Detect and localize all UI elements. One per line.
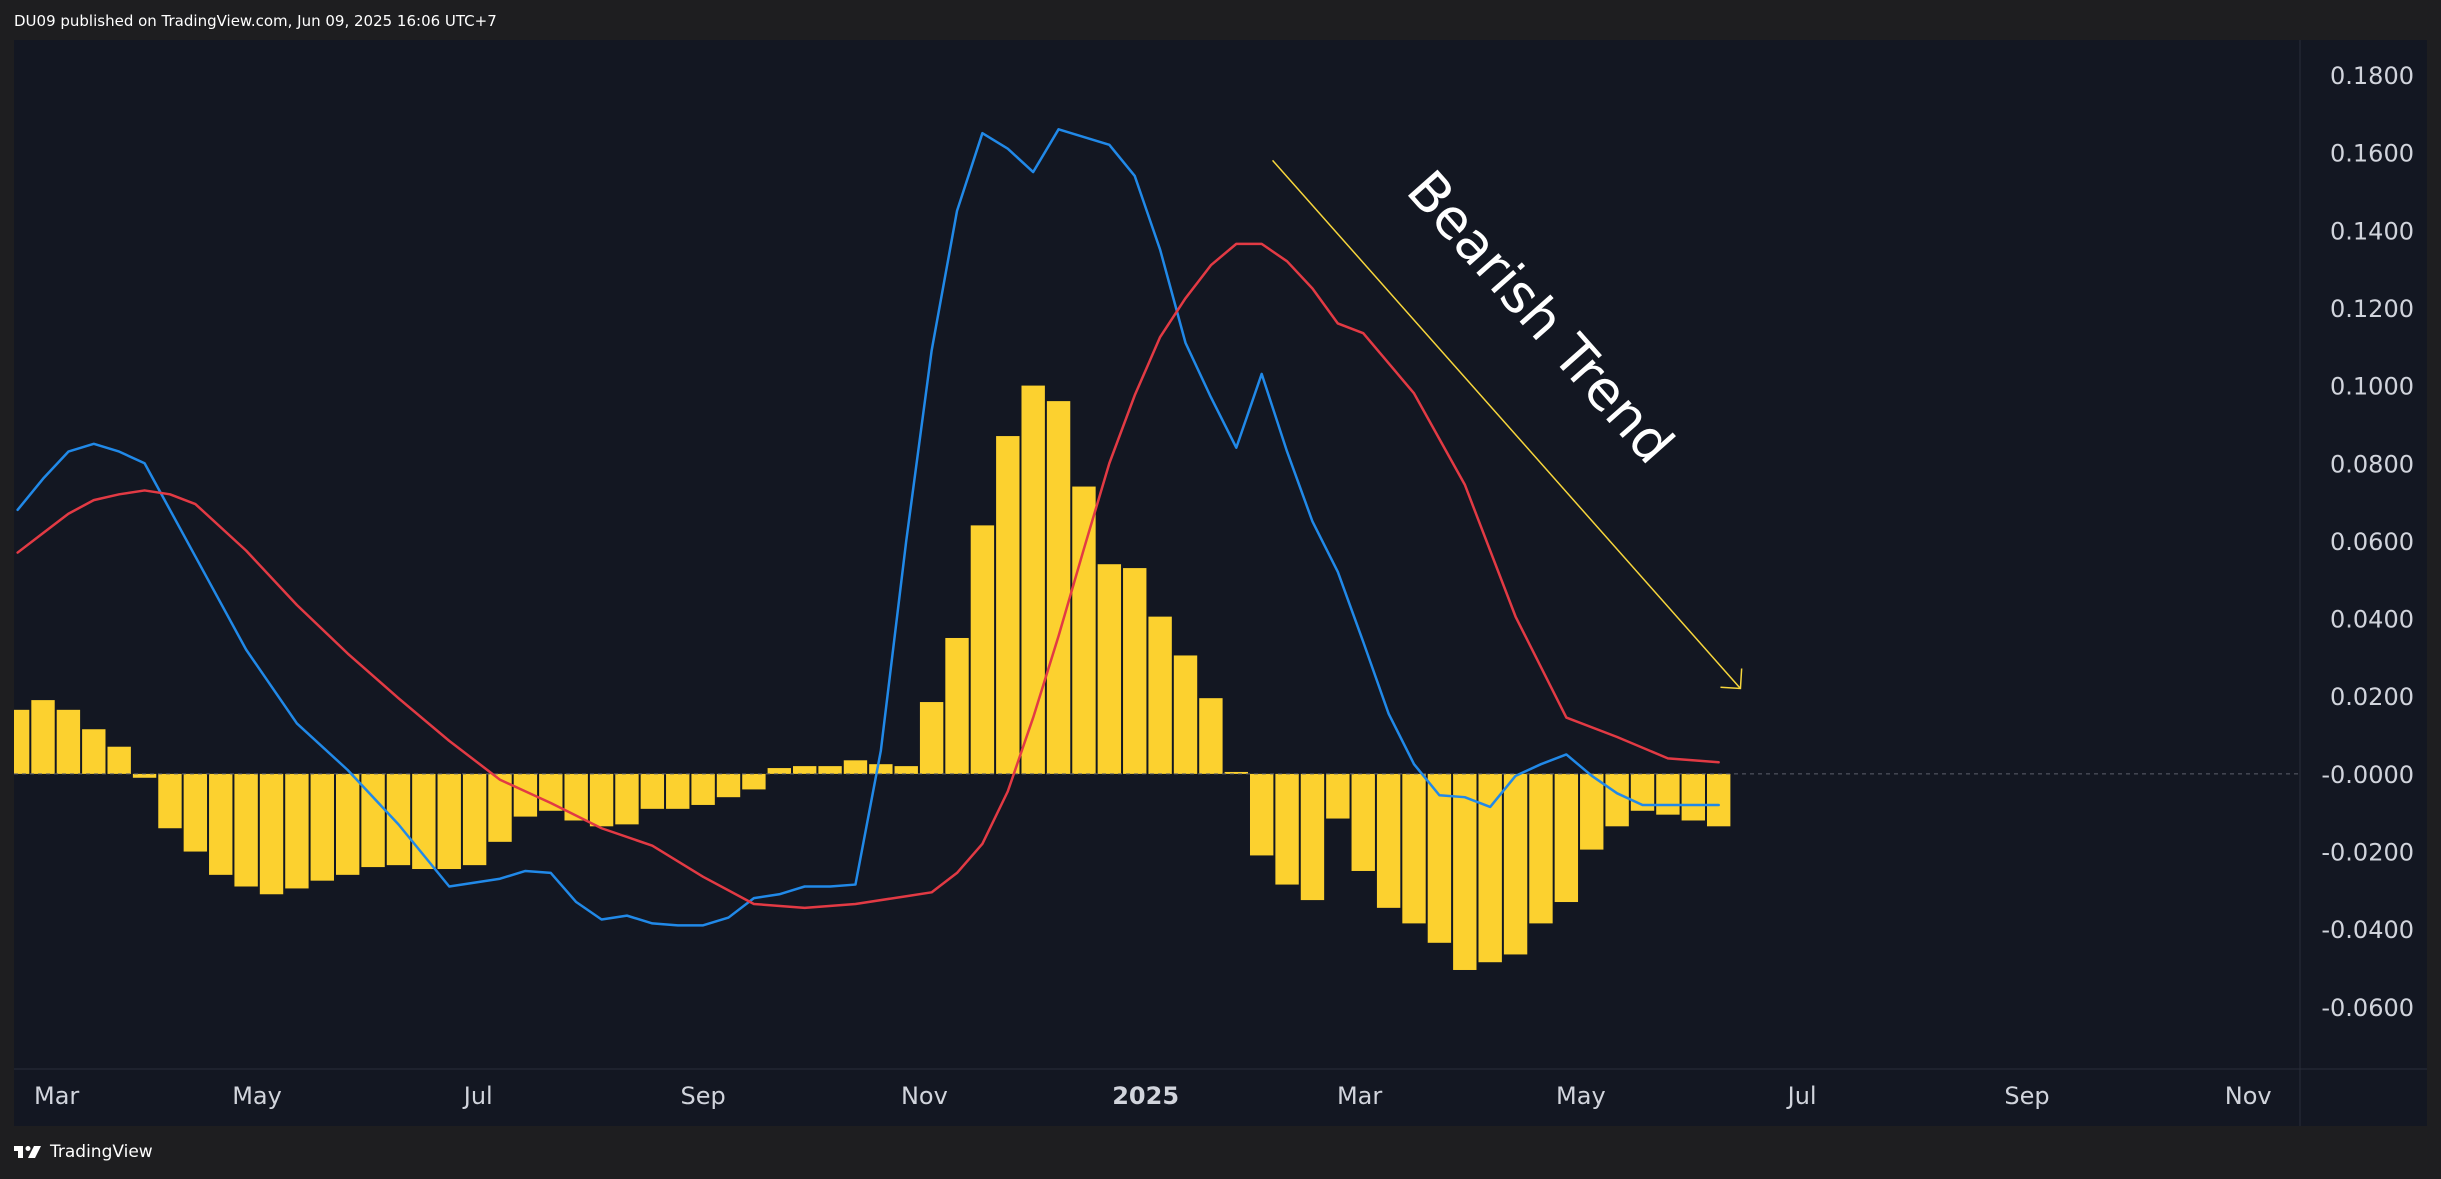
y-tick-label: 0.1200 bbox=[2330, 295, 2414, 323]
histogram-bar bbox=[1478, 774, 1501, 962]
histogram-bar bbox=[260, 774, 283, 894]
histogram-bar bbox=[895, 766, 918, 774]
histogram-bar bbox=[615, 774, 638, 824]
x-tick-label: May bbox=[1556, 1082, 1606, 1110]
histogram-bar bbox=[1199, 698, 1222, 774]
histogram-bars bbox=[14, 386, 1730, 970]
histogram-bar bbox=[82, 729, 105, 774]
x-tick-label: 2025 bbox=[1112, 1082, 1179, 1110]
histogram-bar bbox=[1580, 774, 1603, 850]
histogram-bar bbox=[1047, 401, 1070, 774]
histogram-bar bbox=[1605, 774, 1628, 826]
histogram-bar bbox=[793, 766, 816, 774]
histogram-bar bbox=[1275, 774, 1298, 885]
histogram-bar bbox=[234, 774, 257, 887]
histogram-bar bbox=[945, 638, 968, 774]
y-tick-label: 0.1000 bbox=[2330, 373, 2414, 401]
histogram-bar bbox=[1529, 774, 1552, 924]
x-tick-label: Sep bbox=[2004, 1082, 2049, 1110]
histogram-bar bbox=[539, 774, 562, 811]
histogram-bar bbox=[1250, 774, 1273, 856]
x-tick-label: Jul bbox=[462, 1082, 493, 1110]
x-tick-label: Jul bbox=[1786, 1082, 1817, 1110]
histogram-bar bbox=[285, 774, 308, 889]
histogram-bar bbox=[691, 774, 714, 805]
histogram-bar bbox=[158, 774, 181, 828]
histogram-bar bbox=[1123, 568, 1146, 774]
histogram-bar bbox=[564, 774, 587, 821]
time-scale[interactable]: Mar May Jul Sep Nov 2025 Mar May Jul Sep Nov bbox=[34, 1082, 2272, 1110]
histogram-bar bbox=[920, 702, 943, 774]
histogram-bar bbox=[818, 766, 841, 774]
x-tick-label: May bbox=[232, 1082, 282, 1110]
x-tick-label: Nov bbox=[901, 1082, 948, 1110]
y-tick-label: -0.0600 bbox=[2321, 994, 2414, 1022]
published-header: DU09 published on TradingView.com, Jun 0… bbox=[0, 0, 2441, 40]
histogram-bar bbox=[1707, 774, 1730, 826]
histogram-bar bbox=[57, 710, 80, 774]
x-tick-label: Mar bbox=[34, 1082, 79, 1110]
histogram-bar bbox=[996, 436, 1019, 774]
y-tick-label: -0.0000 bbox=[2321, 761, 2414, 789]
histogram-bar bbox=[1555, 774, 1578, 902]
histogram-bar bbox=[31, 700, 54, 774]
histogram-bar bbox=[1453, 774, 1476, 970]
tradingview-logo-icon bbox=[14, 1144, 44, 1160]
y-tick-label: -0.0200 bbox=[2321, 839, 2414, 867]
histogram-bar bbox=[1504, 774, 1527, 955]
macd-chart[interactable]: Bearish Trend 0.18000.16000.14000.12000.… bbox=[14, 40, 2427, 1126]
histogram-bar bbox=[971, 525, 994, 774]
histogram-bar bbox=[1656, 774, 1679, 815]
histogram-bar bbox=[14, 710, 29, 774]
histogram-bar bbox=[1072, 487, 1095, 774]
histogram-bar bbox=[1682, 774, 1705, 821]
histogram-bar bbox=[209, 774, 232, 875]
histogram-bar bbox=[1326, 774, 1349, 819]
histogram-bar bbox=[869, 764, 892, 774]
y-tick-label: -0.0400 bbox=[2321, 916, 2414, 944]
histogram-bar bbox=[1098, 564, 1121, 774]
brand-text: TradingView bbox=[50, 1142, 153, 1162]
y-tick-label: 0.0200 bbox=[2330, 683, 2414, 711]
footer: TradingView bbox=[0, 1126, 2441, 1179]
x-tick-label: Nov bbox=[2225, 1082, 2272, 1110]
histogram-bar bbox=[1148, 617, 1171, 774]
y-tick-label: 0.0400 bbox=[2330, 606, 2414, 634]
histogram-bar bbox=[1301, 774, 1324, 900]
price-scale[interactable]: 0.1800 0.1600 0.1400 0.1200 0.1000 0.0800 0.06… bbox=[2321, 62, 2414, 1022]
histogram-bar bbox=[1225, 772, 1248, 774]
histogram-bar bbox=[1402, 774, 1425, 924]
histogram-bar bbox=[1428, 774, 1451, 943]
histogram-bar bbox=[336, 774, 359, 875]
histogram-bar bbox=[133, 774, 156, 778]
histogram-bar bbox=[717, 774, 740, 797]
histogram-bar bbox=[742, 774, 765, 790]
histogram-bar bbox=[438, 774, 461, 869]
histogram-bar bbox=[387, 774, 410, 865]
histogram-bar bbox=[666, 774, 689, 809]
bearish-trend-label[interactable]: Bearish Trend bbox=[1395, 159, 1686, 476]
histogram-bar bbox=[768, 768, 791, 774]
histogram-bar bbox=[184, 774, 207, 852]
histogram-bar bbox=[1352, 774, 1375, 871]
chart-area[interactable]: Bearish Trend 0.18000.16000.14000.12000.… bbox=[14, 40, 2427, 1126]
y-tick-label: 0.0800 bbox=[2330, 450, 2414, 478]
histogram-bar bbox=[590, 774, 613, 826]
histogram-bar bbox=[463, 774, 486, 865]
y-tick-label: 0.1600 bbox=[2330, 140, 2414, 168]
y-tick-label: 0.1800 bbox=[2330, 62, 2414, 90]
x-tick-label: Mar bbox=[1337, 1082, 1382, 1110]
bearish-trend-annotation[interactable]: Bearish Trend bbox=[1273, 159, 1742, 689]
tradingview-brand[interactable]: TradingView bbox=[14, 1142, 153, 1162]
histogram-bar bbox=[311, 774, 334, 881]
y-tick-label: 0.1400 bbox=[2330, 217, 2414, 245]
histogram-bar bbox=[1174, 655, 1197, 773]
histogram-bar bbox=[641, 774, 664, 809]
x-tick-label: Sep bbox=[681, 1082, 726, 1110]
published-text: DU09 published on TradingView.com, Jun 0… bbox=[14, 12, 497, 30]
histogram-bar bbox=[844, 760, 867, 774]
histogram-bar bbox=[1377, 774, 1400, 908]
y-tick-label: 0.0600 bbox=[2330, 528, 2414, 556]
histogram-bar bbox=[107, 747, 130, 774]
